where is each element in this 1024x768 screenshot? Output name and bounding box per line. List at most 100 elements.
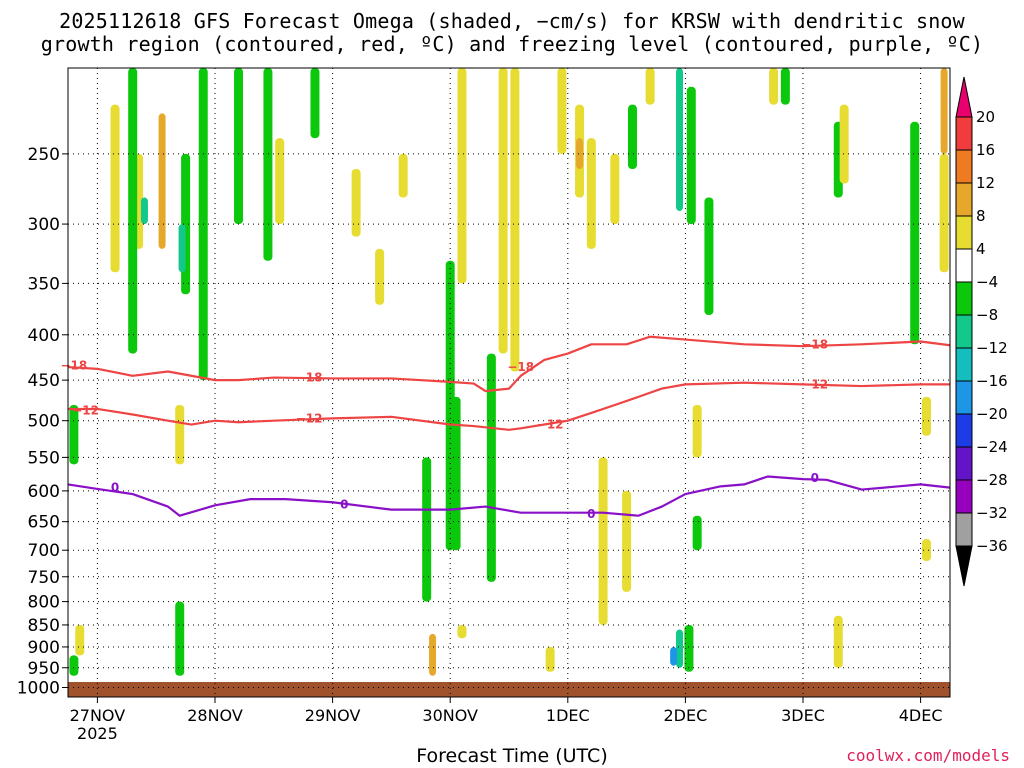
- omega-region: [676, 629, 684, 668]
- omega-region: [110, 104, 120, 273]
- terrain-fill: [68, 682, 950, 697]
- colorbar-swatch: [955, 380, 973, 415]
- x-tick-label: 2DEC: [664, 706, 708, 725]
- omega-region: [610, 153, 620, 225]
- omega-region: [940, 68, 948, 154]
- y-tick-label: 500: [28, 412, 60, 432]
- y-tick-label: 400: [28, 326, 60, 346]
- omega-region: [140, 197, 148, 225]
- colorbar-bottom-arrow: [955, 545, 973, 587]
- omega-region: [398, 153, 408, 198]
- omega-region: [921, 539, 931, 562]
- omega-region: [275, 138, 285, 225]
- x-axis-label: Forecast Time (UTC): [416, 745, 608, 767]
- contour-label: −12: [72, 404, 99, 418]
- y-tick-label: 450: [28, 371, 60, 391]
- omega-region: [457, 68, 467, 284]
- omega-region: [692, 404, 702, 458]
- credit-link[interactable]: coolwx.com/models: [846, 746, 1010, 765]
- x-tick-label: 28NOV: [187, 706, 243, 725]
- colorbar-label: 16: [976, 141, 995, 159]
- x-tick-label: 29NOV: [305, 706, 361, 725]
- colorbar-swatch: [955, 182, 973, 217]
- grid-lines: [68, 68, 950, 697]
- omega-region: [457, 624, 467, 639]
- x-tick-label: 3DEC: [781, 706, 825, 725]
- omega-region: [769, 68, 779, 105]
- contour-lines: [67, 335, 951, 517]
- omega-region: [375, 248, 385, 305]
- y-tick-label: 1000: [17, 678, 60, 698]
- y-tick-label: 600: [28, 482, 60, 502]
- colorbar-label: −32: [976, 504, 1008, 522]
- contour-label: 0: [587, 507, 595, 521]
- terrain-band: [68, 682, 950, 697]
- omega-region: [510, 68, 520, 372]
- y-tick-label: 650: [28, 513, 60, 533]
- contour-label: −12: [296, 411, 323, 425]
- colorbar-swatch: [955, 413, 973, 448]
- omega-region: [670, 646, 678, 666]
- contour-minus12: [68, 381, 950, 431]
- colorbar-label: 12: [976, 174, 995, 192]
- contour-label: 0: [811, 471, 819, 485]
- omega-region: [422, 457, 432, 602]
- contour-label: −12: [537, 418, 564, 432]
- omega-region: [69, 404, 79, 465]
- chart-title-line1: 2025112618 GFS Forecast Omega (shaded, −…: [59, 9, 965, 33]
- colorbar: 20 16 12 8 4 −4 −8 −12 −16 −20 −24 −28 −32 −36: [955, 76, 1008, 587]
- omega-region: [833, 615, 843, 668]
- contour-label: 0: [111, 481, 119, 495]
- colorbar-swatch: [955, 479, 973, 514]
- y-tick-label: 750: [28, 568, 60, 588]
- omega-region: [158, 113, 166, 249]
- colorbar-swatch: [955, 281, 973, 316]
- omega-region: [704, 197, 714, 316]
- omega-region: [175, 404, 185, 465]
- omega-region: [351, 168, 361, 237]
- y-tick-label: 700: [28, 541, 60, 561]
- omega-region: [557, 68, 567, 154]
- omega-region: [576, 138, 584, 169]
- contour-label: −18: [60, 358, 87, 372]
- colorbar-label: −24: [976, 438, 1008, 456]
- omega-region: [263, 68, 273, 261]
- contour-label: −18: [296, 371, 323, 385]
- colorbar-swatch: [955, 314, 973, 349]
- x-tick-sublabel: 2025: [77, 724, 118, 743]
- y-tick-label: 850: [28, 616, 60, 636]
- omega-region: [586, 138, 596, 249]
- x-tick-label: 30NOV: [422, 706, 478, 725]
- y-tick-label: 300: [28, 215, 60, 235]
- omega-region: [69, 655, 79, 676]
- colorbar-label: −36: [976, 537, 1008, 555]
- contour-label: −18: [801, 337, 828, 351]
- omega-region: [178, 224, 186, 273]
- omega-region: [310, 68, 320, 139]
- colorbar-swatch: [955, 446, 973, 481]
- omega-region: [598, 457, 608, 625]
- contour-zero: [67, 475, 951, 517]
- contour-labels: −18 −18 −18 −18 −12 −12 −12 −12 0 0 0 0: [60, 337, 828, 521]
- y-tick-label: 900: [28, 638, 60, 658]
- y-axis: 2503003504004505005506006507007508008509…: [17, 145, 68, 698]
- omega-region: [234, 68, 244, 225]
- omega-region: [545, 646, 555, 672]
- omega-region: [451, 396, 461, 551]
- omega-region: [128, 68, 138, 354]
- omega-region: [921, 396, 931, 436]
- colorbar-label: −20: [976, 405, 1008, 423]
- x-tick-label: 27NOV: [70, 706, 126, 725]
- y-tick-label: 800: [28, 593, 60, 613]
- omega-region: [676, 68, 684, 212]
- omega-region: [684, 624, 694, 672]
- colorbar-label: −12: [976, 339, 1008, 357]
- omega-region: [75, 624, 85, 656]
- omega-region: [692, 515, 702, 551]
- x-tick-label: 4DEC: [899, 706, 943, 725]
- omega-region: [627, 104, 637, 169]
- omega-region: [622, 490, 632, 592]
- colorbar-swatch: [955, 347, 973, 382]
- chart-title-line2: growth region (contoured, red, ºC) and f…: [40, 32, 984, 56]
